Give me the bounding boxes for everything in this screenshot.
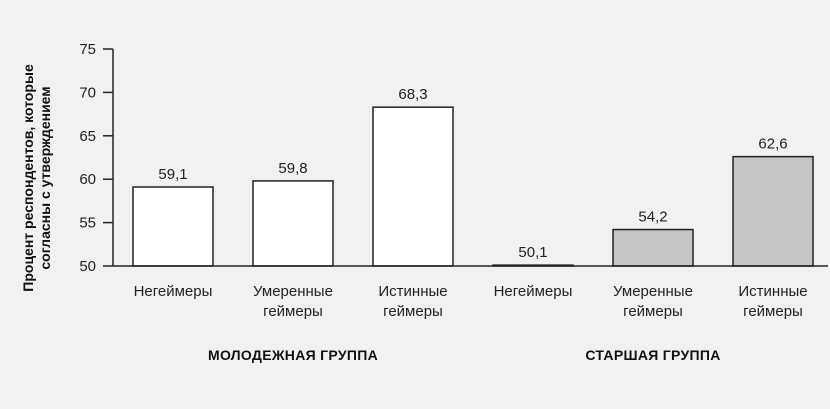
- y-axis-title: Процент респондентов, которые согласны с …: [20, 64, 53, 292]
- category-labels: Негеймеры Умеренные геймеры Истинные геймеры…: [134, 283, 808, 320]
- bar: [132, 186, 214, 267]
- bar-value-label: 59,1: [158, 166, 187, 183]
- category-label: Негеймеры: [494, 283, 573, 300]
- bar-value-label: 50,1: [518, 244, 547, 261]
- y-axis-title-line: согласны с утверждением: [37, 86, 53, 269]
- y-tick-label: 55: [79, 215, 96, 232]
- bars: 59,1 59,8 68,3 50,1 54,2 62,6: [132, 86, 814, 267]
- bar: [732, 155, 814, 267]
- category-label: Истинные геймеры: [378, 283, 447, 320]
- y-axis-title-line: Процент респондентов, которые: [20, 64, 36, 292]
- bar: [372, 106, 454, 267]
- category-label: Негеймеры: [134, 283, 213, 300]
- y-tick-label: 70: [79, 84, 96, 101]
- bar-value-label: 62,6: [758, 136, 787, 153]
- bar: [612, 228, 694, 267]
- category-label: Умеренные геймеры: [613, 283, 693, 320]
- category-label: Умеренные геймеры: [253, 283, 333, 320]
- bar-value-label: 68,3: [398, 86, 427, 103]
- category-label: Истинные геймеры: [738, 283, 807, 320]
- y-axis: 50 55 60 65 70 75: [79, 41, 114, 275]
- y-tick-label: 75: [79, 41, 96, 58]
- y-tick-label: 50: [79, 258, 96, 275]
- group-labels: МОЛОДЕЖНАЯ ГРУППА СТАРШАЯ ГРУППА: [208, 347, 720, 363]
- bar-value-label: 54,2: [638, 209, 667, 226]
- group-label: СТАРШАЯ ГРУППА: [585, 347, 720, 363]
- bar-value-label: 59,8: [278, 160, 307, 177]
- y-tick-label: 60: [79, 171, 96, 188]
- bar: [252, 180, 334, 267]
- y-tick-label: 65: [79, 128, 96, 145]
- group-label: МОЛОДЕЖНАЯ ГРУППА: [208, 347, 378, 363]
